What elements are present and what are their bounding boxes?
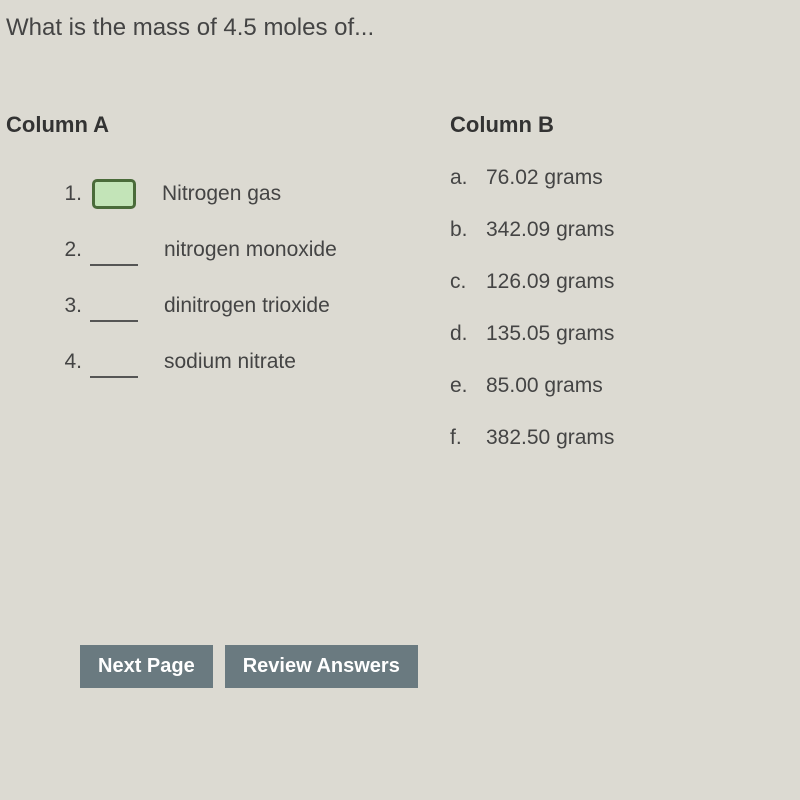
answer-input-blank[interactable]: [90, 250, 138, 266]
column-a-item: 4. sodium nitrate: [58, 334, 450, 390]
item-label: nitrogen monoxide: [164, 238, 337, 262]
answer-input-blank[interactable]: [90, 362, 138, 378]
question-text: What is the mass of 4.5 moles of...: [0, 0, 800, 42]
column-b-item: c. 126.09 grams: [450, 270, 800, 322]
item-number: 2.: [58, 238, 88, 262]
item-label: dinitrogen trioxide: [164, 294, 330, 318]
option-letter: e.: [450, 374, 486, 398]
item-number: 4.: [58, 350, 88, 374]
column-b: Column B a. 76.02 grams b. 342.09 grams …: [450, 112, 800, 478]
answer-input-blank[interactable]: [90, 306, 138, 322]
column-a-item: 2. nitrogen monoxide: [58, 222, 450, 278]
column-a-items: 1. Nitrogen gas 2. nitrogen monoxide 3. …: [6, 166, 450, 390]
column-b-item: a. 76.02 grams: [450, 166, 800, 218]
option-letter: a.: [450, 166, 486, 190]
column-a-item: 1. Nitrogen gas: [58, 166, 450, 222]
column-b-item: e. 85.00 grams: [450, 374, 800, 426]
column-b-item: f. 382.50 grams: [450, 426, 800, 478]
item-number: 3.: [58, 294, 88, 318]
option-value: 76.02 grams: [486, 166, 603, 190]
column-a-item: 3. dinitrogen trioxide: [58, 278, 450, 334]
option-letter: d.: [450, 322, 486, 346]
option-value: 382.50 grams: [486, 426, 614, 450]
review-answers-button[interactable]: Review Answers: [225, 645, 418, 688]
column-a-header: Column A: [6, 112, 450, 138]
item-label: Nitrogen gas: [162, 182, 281, 206]
next-page-button[interactable]: Next Page: [80, 645, 213, 688]
button-row: Next Page Review Answers: [80, 645, 418, 688]
option-value: 342.09 grams: [486, 218, 614, 242]
option-value: 85.00 grams: [486, 374, 603, 398]
option-value: 135.05 grams: [486, 322, 614, 346]
column-b-item: b. 342.09 grams: [450, 218, 800, 270]
option-letter: c.: [450, 270, 486, 294]
answer-input-active[interactable]: [92, 179, 136, 209]
column-a: Column A 1. Nitrogen gas 2. nitrogen mon…: [0, 112, 450, 478]
columns-container: Column A 1. Nitrogen gas 2. nitrogen mon…: [0, 42, 800, 478]
item-label: sodium nitrate: [164, 350, 296, 374]
option-value: 126.09 grams: [486, 270, 614, 294]
option-letter: b.: [450, 218, 486, 242]
column-b-item: d. 135.05 grams: [450, 322, 800, 374]
item-number: 1.: [58, 182, 88, 206]
option-letter: f.: [450, 426, 486, 450]
column-b-header: Column B: [450, 112, 800, 138]
